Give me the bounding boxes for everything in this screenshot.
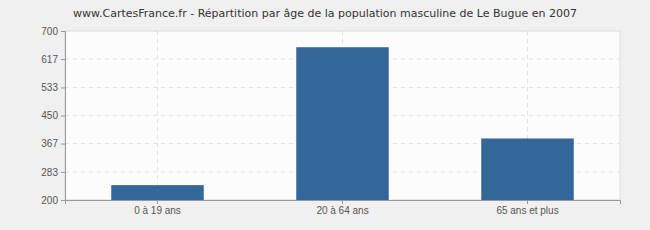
tick: 20 à 64 ans (316, 200, 368, 216)
tick-mark (527, 200, 528, 204)
bar (111, 185, 204, 200)
bar (481, 138, 574, 200)
tick: 617 (41, 54, 65, 65)
tick-mark (61, 200, 65, 201)
chart: www.CartesFrance.fr - Répartition par âg… (0, 0, 650, 230)
tick-mark (61, 59, 65, 60)
title: www.CartesFrance.fr - Répartition par âg… (73, 7, 577, 20)
tick-label: 700 (41, 26, 58, 37)
tick-label: 617 (41, 54, 58, 65)
tick-label: 283 (41, 167, 58, 178)
tick: 367 (41, 138, 65, 149)
x-axis: 0 à 19 ans 20 à 64 ans 65 ans et plus (66, 200, 621, 216)
background (0, 0, 650, 230)
tick-mark (61, 87, 65, 88)
tick-label: 0 à 19 ans (134, 205, 181, 216)
tick-label: 450 (41, 110, 58, 121)
tick-mark (61, 31, 65, 32)
tick-mark (342, 200, 343, 204)
grid-y (65, 31, 620, 200)
axis-line (61, 32, 66, 201)
tick: 283 (41, 167, 65, 178)
tick: 200 (41, 195, 65, 206)
tick: 65 ans et plus (496, 200, 558, 216)
tick-label: 533 (41, 82, 58, 93)
tick-label: 65 ans et plus (496, 205, 558, 216)
tick: 450 (41, 110, 65, 121)
tick-mark (61, 144, 65, 145)
bar (296, 47, 389, 200)
tick-label: 367 (41, 138, 58, 149)
tick-mark (157, 200, 158, 204)
grid-line (157, 31, 158, 200)
tick-label: 200 (41, 195, 58, 206)
plot-area (65, 31, 620, 200)
tick-mark (61, 172, 65, 173)
tick: 0 à 19 ans (134, 200, 181, 216)
grid-x (158, 31, 528, 200)
y-axis: 200 283 367 450 533 617 700 (41, 26, 65, 206)
plot: 200 283 367 450 533 617 700 0 à 19 ans 20 à 64 a… (41, 26, 620, 216)
tick: 700 (41, 26, 65, 37)
tick-label: 20 à 64 ans (316, 205, 368, 216)
tick: 533 (41, 82, 65, 93)
tick-mark (61, 116, 65, 117)
bars (111, 47, 574, 200)
axis-line (66, 201, 621, 205)
